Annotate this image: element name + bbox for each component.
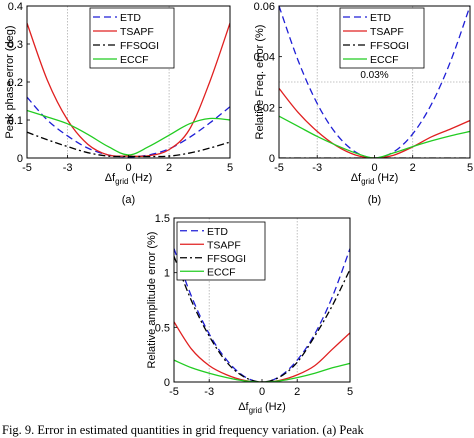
legend-label: ECCF [207,266,236,278]
series-eccf-line [27,109,230,156]
legend-label: ETD [120,12,141,24]
legend-label: FFSOGI [370,40,409,52]
legend-label: TSAPF [370,26,404,38]
x-axis-label: Δfgrid (Hz) [105,172,153,186]
series-tsapf-line [174,321,350,382]
legend-label: TSAPF [207,239,241,251]
y-tick-label: 1 [164,268,170,280]
x-axis-label: Δfgrid (Hz) [238,401,286,415]
x-tick-label: -5 [22,162,32,174]
x-axis-label-main: Δf [238,401,249,413]
x-tick-label: 5 [467,162,473,174]
series-etd-line [279,6,470,158]
panel-label: (b) [368,194,381,206]
x-tick-label: -3 [63,162,73,174]
chart-panel-a: -5 -3 0 2 5 0 0.1 0.2 0.3 0.4 Peak phase error (d… [4,1,233,206]
series-tsapf-line [279,87,470,158]
x-axis-label-sub: grid [249,406,262,415]
x-axis-label-unit: (Hz) [128,172,152,184]
series-group [174,248,350,382]
y-tick-label: 0.02 [254,102,275,114]
tick-group: -5 -3 0 2 5 0 0.1 0.2 0.3 0.4 [8,1,233,174]
y-tick-label: 0.04 [254,52,275,64]
x-tick-label: -3 [204,386,214,398]
chart-panel-c: -5 -3 0 2 5 0 0.5 1 1.5 Relative amplitude error… [146,213,353,415]
series-eccf-line [174,359,350,382]
legend-label: FFSOGI [120,40,159,52]
y-tick-label: 0.4 [8,1,23,13]
legend-box [89,7,175,69]
legend-label: TSAPF [120,26,154,38]
x-tick-label: -5 [274,162,284,174]
legend-label: ECCF [370,54,399,66]
y-tick-label: 0 [269,153,275,165]
y-tick-label: 0 [17,153,23,165]
legend-label: ETD [207,226,228,238]
threshold-annotation: 0.03% [360,70,388,81]
x-tick-label: 5 [347,386,353,398]
x-tick-label: -3 [312,162,322,174]
x-tick-label: -5 [169,386,179,398]
y-tick-label: 0.06 [254,1,275,13]
x-axis-label-sub: grid [115,177,128,186]
legend-box [339,7,425,69]
y-tick-label: 0.3 [8,39,23,51]
x-axis-label-sub: grid [361,177,374,186]
series-etd-line [27,96,230,158]
legend-box [176,221,266,281]
y-tick-label: 0.5 [155,322,170,334]
y-tick-label: 0.2 [8,77,23,89]
panel-label: (a) [122,194,135,206]
series-eccf-line [279,115,470,158]
figure-caption: Fig. 9. Error in estimated quantities in… [2,423,364,437]
y-tick-label: 0 [164,377,170,389]
series-ffsogi-line [27,131,230,158]
y-axis-label: Relative amplitude error (%) [146,232,158,369]
x-axis-label: Δfgrid (Hz) [351,172,399,186]
x-tick-label: 2 [410,162,416,174]
x-tick-label: 2 [294,386,300,398]
tick-group: -5 -3 0 2 5 0 0.02 0.04 0.06 [254,1,473,174]
x-axis-label-unit: (Hz) [374,172,398,184]
chart-panel-b: -5 -3 0 2 5 0 0.02 0.04 0.06 Relative Freq. erro… [254,1,473,206]
legend-label: ETD [370,12,391,24]
x-axis-label-main: Δf [351,172,362,184]
legend: ETD TSAPF FFSOGI ECCF [89,7,175,69]
x-tick-label: 0 [125,162,131,174]
y-tick-label: 0.1 [8,115,23,127]
x-axis-label-main: Δf [105,172,116,184]
x-tick-label: 0 [259,386,265,398]
x-tick-label: 5 [227,162,233,174]
legend-label: ECCF [120,54,149,66]
legend: ETD TSAPF FFSOGI ECCF [339,7,425,69]
x-tick-label: 0 [371,162,377,174]
x-tick-label: 2 [166,162,172,174]
legend-label: FFSOGI [207,253,246,265]
series-ffsogi-line [174,256,350,382]
tick-group: -5 -3 0 2 5 0 0.5 1 1.5 [155,213,353,398]
y-tick-label: 1.5 [155,213,170,225]
y-axis-label: Relative Freq. error (%) [254,25,266,140]
series-etd-line [174,248,350,382]
x-axis-label-unit: (Hz) [262,401,286,413]
series-group [279,6,470,158]
y-axis-label: Peak phase error (deg) [4,25,16,138]
